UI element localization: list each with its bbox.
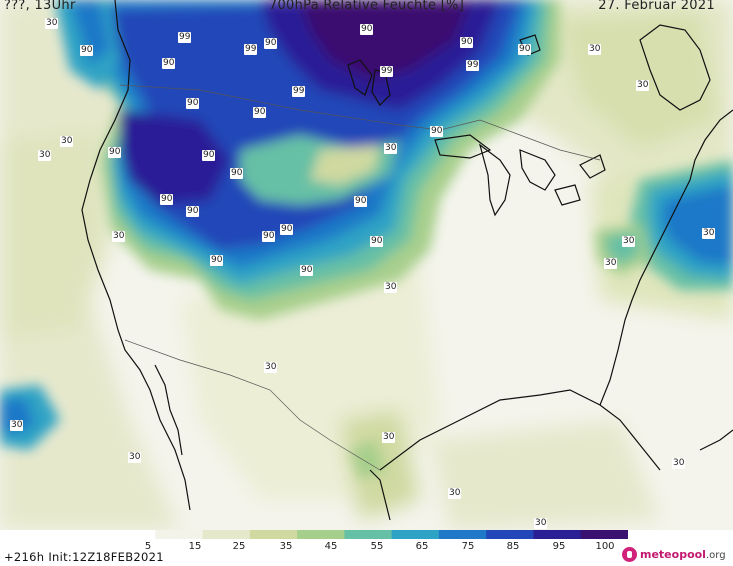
contour-label: 90 (108, 147, 122, 158)
contour-label: 90 (202, 150, 216, 161)
logo-icon (622, 547, 637, 562)
legend-tick: 35 (279, 541, 293, 552)
contour-label: 90 (186, 206, 200, 217)
contour-label: 90 (230, 168, 244, 179)
contour-label: 90 (370, 236, 384, 247)
contour-label: 99 (292, 86, 306, 97)
contour-label: 30 (534, 518, 548, 529)
colorbar-segment (202, 530, 251, 539)
contour-label: 30 (45, 18, 59, 29)
contour-label: 90 (264, 38, 278, 49)
forecast-time-label: ???, 13Uhr (4, 0, 76, 13)
contour-label: 99 (178, 32, 192, 43)
contour-label: 30 (60, 136, 74, 147)
meteopool-logo[interactable]: meteopool.org (622, 547, 726, 562)
legend-tick: 75 (461, 541, 475, 552)
contour-label: 30 (384, 143, 398, 154)
contour-label: 90 (210, 255, 224, 266)
legend-tick: 85 (506, 541, 520, 552)
logo-suffix: .org (705, 550, 726, 561)
colorbar-segment (486, 530, 534, 539)
colorbar (108, 530, 628, 539)
contour-label: 30 (672, 458, 686, 469)
contour-label: 30 (38, 150, 52, 161)
colorbar-segment (580, 530, 628, 539)
contour-label: 90 (518, 44, 532, 55)
contour-label: 90 (360, 24, 374, 35)
contour-label: 90 (253, 107, 267, 118)
colorbar-segment (155, 530, 204, 539)
contour-label: 30 (588, 44, 602, 55)
colorbar-segment (344, 530, 393, 539)
humidity-map: ???, 13Uhr 700hPa Relative Feuchte [%] 2… (0, 0, 733, 530)
legend-tick: 100 (595, 541, 615, 552)
contour-label: 30 (264, 362, 278, 373)
contour-label: 90 (160, 194, 174, 205)
contour-label: 30 (604, 258, 618, 269)
contour-label: 30 (382, 432, 396, 443)
colorbar-segment (438, 530, 487, 539)
colorbar-segment (391, 530, 440, 539)
contour-label: 30 (636, 80, 650, 91)
legend-tick: 15 (188, 541, 202, 552)
humidity-field (0, 0, 733, 530)
init-run-label: +216h Init:12Z18FEB2021 (4, 550, 164, 564)
contour-label: 90 (354, 196, 368, 207)
colorbar-segment (297, 530, 345, 539)
colorbar-segment (108, 530, 156, 539)
colorbar-segment (249, 530, 298, 539)
contour-label: 90 (262, 231, 276, 242)
contour-label: 90 (460, 37, 474, 48)
contour-label: 30 (128, 452, 142, 463)
logo-main: meteopool (640, 548, 706, 561)
legend-tick: 45 (324, 541, 338, 552)
forecast-date: 27. Februar 2021 (598, 0, 715, 13)
contour-label: 90 (80, 45, 94, 56)
contour-label: 90 (430, 126, 444, 137)
color-legend: 5 15 25 35 45 55 65 75 85 95 100 (108, 530, 628, 566)
contour-label: 90 (162, 58, 176, 69)
contour-label: 99 (244, 44, 258, 55)
legend-tick: 25 (232, 541, 246, 552)
legend-tick: 55 (370, 541, 384, 552)
contour-label: 30 (10, 420, 24, 431)
contour-label: 30 (384, 282, 398, 293)
logo-text: meteopool.org (640, 548, 726, 561)
contour-label: 99 (380, 66, 394, 77)
map-title: 700hPa Relative Feuchte [%] (268, 0, 465, 13)
contour-label: 30 (622, 236, 636, 247)
contour-label: 99 (466, 60, 480, 71)
contour-label: 30 (702, 228, 716, 239)
legend-tick: 65 (415, 541, 429, 552)
contour-label: 30 (112, 231, 126, 242)
contour-label: 30 (448, 488, 462, 499)
contour-label: 90 (300, 265, 314, 276)
contour-label: 90 (186, 98, 200, 109)
legend-tick: 95 (552, 541, 566, 552)
contour-label: 90 (280, 224, 294, 235)
colorbar-segment (533, 530, 582, 539)
legend-tick: 5 (144, 541, 152, 552)
